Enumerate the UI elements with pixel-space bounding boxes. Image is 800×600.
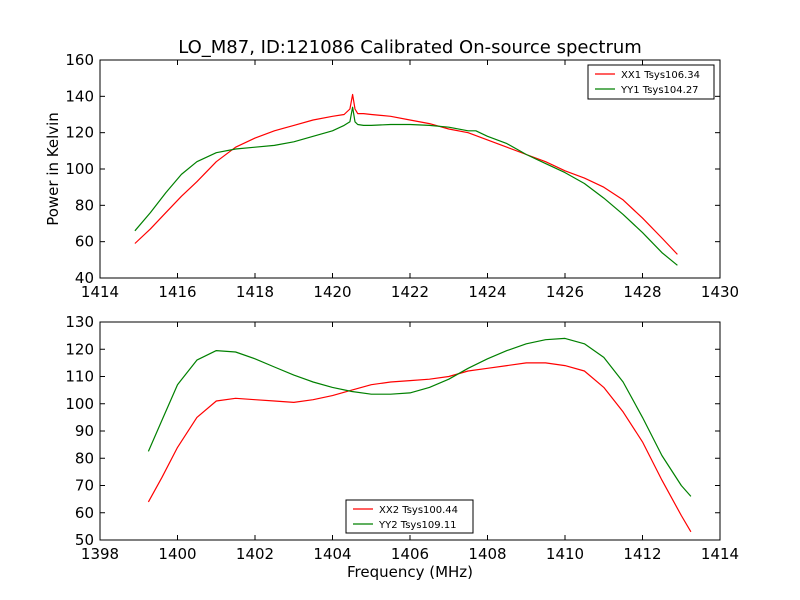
series-line-yy1 <box>134 106 678 266</box>
bottom-panel: 1398 1400 1402 1404 1406 1408 1410 1412 1414 50 60… <box>65 313 739 563</box>
x-tick-label: 1408 <box>468 545 506 563</box>
x-tick-label: 1430 <box>701 283 739 301</box>
y-tick-label: 130 <box>65 313 94 331</box>
x-tick-label: 1410 <box>546 545 584 563</box>
y-tick-label: 110 <box>65 368 94 386</box>
y-tick-label: 80 <box>75 449 94 467</box>
y-tick-label: 120 <box>65 340 94 358</box>
y-tick-label: 60 <box>75 233 94 251</box>
x-tick-label: 1404 <box>313 545 351 563</box>
y-tick-label: 50 <box>75 531 94 549</box>
y-tick-label: 80 <box>75 196 94 214</box>
x-tick-label: 1418 <box>236 283 274 301</box>
y-tick-label: 160 <box>65 51 94 69</box>
legend-box <box>587 64 715 100</box>
x-tick-label: 1414 <box>701 545 739 563</box>
top-panel: 1414 1416 1418 1420 1422 1424 1426 1428 1430 40 60… <box>44 51 739 301</box>
x-tick-label: 1426 <box>546 283 584 301</box>
legend-label: XX1 Tsys106.34 <box>621 70 700 81</box>
legend-label: YY1 Tsys104.27 <box>620 85 699 96</box>
y-tick-label: 40 <box>75 269 94 287</box>
legend: XX1 Tsys106.34 YY1 Tsys104.27 <box>587 64 715 100</box>
legend: XX2 Tsys100.44 YY2 Tsys109.11 <box>345 499 474 534</box>
x-tick-label: 1400 <box>158 545 196 563</box>
series-line-xx1 <box>134 93 678 255</box>
x-tick-label: 1416 <box>158 283 196 301</box>
series-line-xx2 <box>147 362 692 533</box>
x-axis-label: Frequency (MHz) <box>347 563 473 581</box>
x-tick-label: 1422 <box>391 283 429 301</box>
y-tick-label: 120 <box>65 124 94 142</box>
x-tick-label: 1412 <box>623 545 661 563</box>
y-tick-label: 60 <box>75 504 94 522</box>
y-tick-label: 100 <box>65 395 94 413</box>
legend-label: YY2 Tsys109.11 <box>378 520 457 531</box>
y-tick-label: 140 <box>65 87 94 105</box>
y-axis-label: Power in Kelvin <box>44 112 62 226</box>
y-tick-label: 90 <box>75 422 94 440</box>
legend-box <box>345 499 474 534</box>
x-tick-label: 1402 <box>236 545 274 563</box>
x-tick-label: 1424 <box>468 283 506 301</box>
x-tick-label: 1420 <box>313 283 351 301</box>
x-tick-label: 1414 <box>81 283 119 301</box>
x-tick-label: 1406 <box>391 545 429 563</box>
x-tick-label: 1398 <box>81 545 119 563</box>
legend-label: XX2 Tsys100.44 <box>379 505 458 516</box>
chart-title: LO_M87, ID:121086 Calibrated On-source s… <box>178 37 642 58</box>
series-line-yy2 <box>147 337 692 497</box>
x-tick-label: 1428 <box>623 283 661 301</box>
y-tick-label: 100 <box>65 160 94 178</box>
y-tick-label: 70 <box>75 477 94 495</box>
